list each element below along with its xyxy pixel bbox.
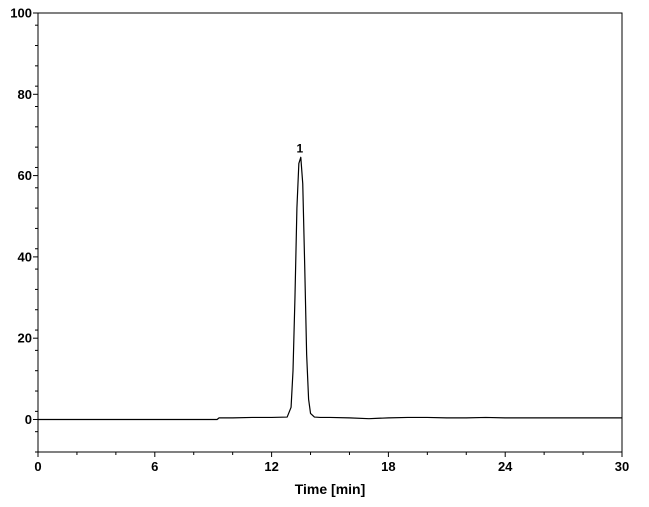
plot-border — [37, 12, 623, 453]
y-tick-label: 80 — [18, 87, 32, 102]
y-tick-label: 100 — [10, 6, 32, 21]
x-axis-title: Time [min] — [295, 481, 366, 497]
x-tick-label: 18 — [381, 459, 395, 474]
peak-label: 1 — [296, 141, 303, 155]
annotation-layer: 1 — [296, 141, 303, 155]
y-tick-label: 0 — [25, 412, 32, 427]
x-tick-label: 6 — [151, 459, 158, 474]
y-tick-label: 20 — [18, 331, 32, 346]
y-tick-label: 40 — [18, 249, 32, 264]
plot-frame — [37, 12, 623, 453]
y-axis: 0 20 40 60 80 100 — [10, 6, 38, 453]
x-tick-label: 24 — [498, 459, 513, 474]
series-line — [38, 156, 622, 421]
x-tick-label: 30 — [615, 459, 629, 474]
x-axis: 0 6 12 18 24 30 — [34, 452, 629, 474]
x-tick-label: 0 — [34, 459, 41, 474]
x-tick-label: 12 — [264, 459, 278, 474]
y-tick-label: 60 — [18, 168, 32, 183]
series-layer — [38, 156, 622, 421]
